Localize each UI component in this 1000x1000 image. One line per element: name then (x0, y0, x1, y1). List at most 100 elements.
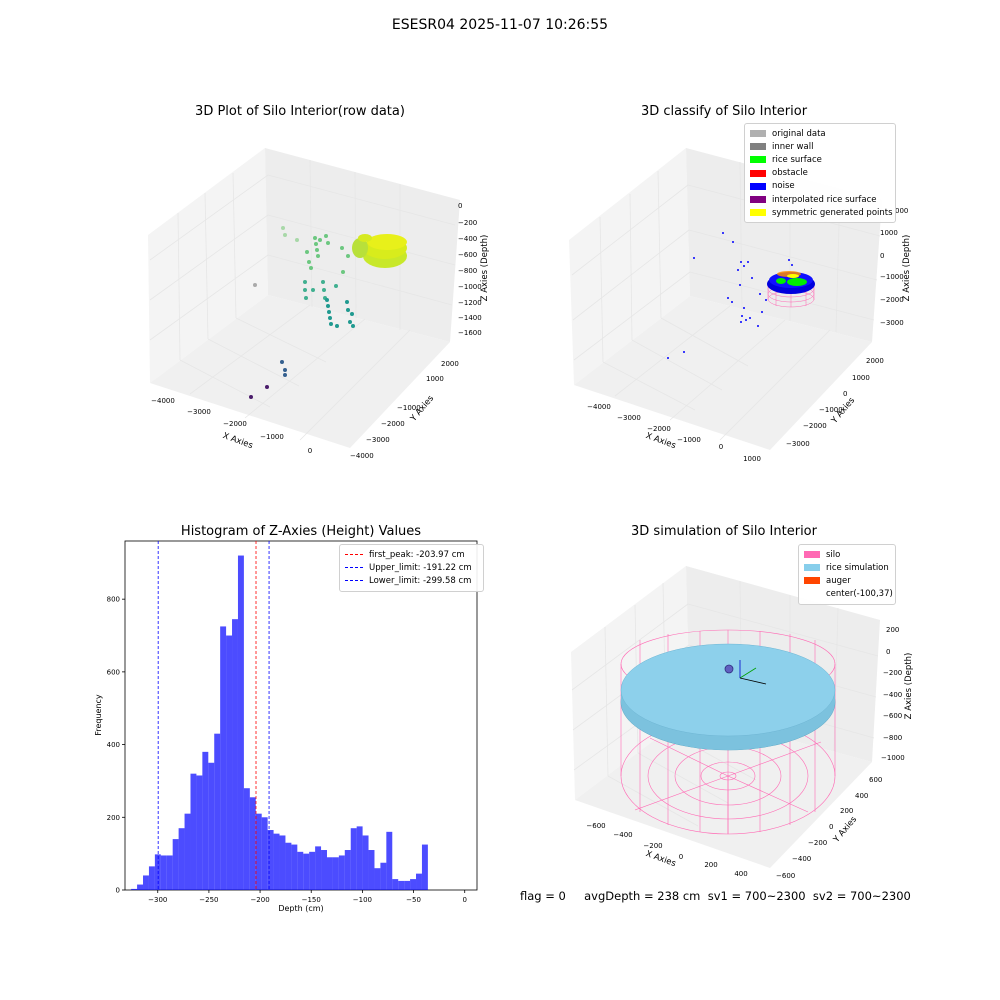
histogram-bar (374, 868, 381, 890)
raw-ytick: −1000 (397, 404, 421, 412)
simulation-ytick: −200 (808, 839, 827, 847)
legend-label: silo (826, 549, 841, 560)
simulation-legend: silo rice simulation auger center(-100,3… (798, 544, 896, 605)
simulation-ztick: 0 (886, 648, 890, 656)
histogram-bar (392, 879, 399, 890)
legend-entry: rice surface (750, 153, 890, 166)
legend-entry: Upper_limit: -191.22 cm (345, 561, 478, 574)
legend-swatch (804, 551, 820, 559)
simulation-zlabel: Z Axies (Depth) (904, 653, 914, 720)
histogram-bar (143, 875, 149, 890)
classify-ytick: −3000 (786, 440, 810, 448)
histogram-ytick-label: 400 (107, 741, 120, 749)
legend-swatch (750, 196, 766, 204)
classify-plot-title: 3D classify of Silo Interior (640, 104, 808, 119)
histogram-bar (208, 762, 215, 890)
histogram-bar (160, 855, 167, 890)
histogram-ylabel: Frequency (94, 694, 103, 736)
histogram-bar (137, 884, 144, 890)
histogram-legend: first_peak: -203.97 cm Upper_limit: -191… (339, 544, 484, 592)
classify-xlabel: X Axies (644, 431, 677, 451)
histogram-bar (184, 813, 191, 890)
classify-ytick: 0 (843, 390, 847, 398)
histogram-ytick-label: 0 (116, 887, 120, 895)
histogram-vlines (157, 541, 270, 890)
classify-rice-cluster (767, 271, 815, 294)
raw-xtick: 0 (308, 447, 312, 455)
simulation-ztick: −1000 (881, 754, 905, 762)
histogram-bar (321, 850, 327, 890)
histogram-bar (362, 835, 369, 890)
legend-swatch (804, 577, 820, 585)
legend-swatch (750, 169, 766, 177)
simulation-ytick: 400 (855, 792, 868, 800)
classify-ytick: −2000 (803, 422, 827, 430)
histogram-bar (154, 854, 161, 890)
simulation-ztick: −200 (883, 669, 902, 677)
classify-ylabel: Y Axies (829, 395, 857, 426)
classify-xtick: 1000 (743, 455, 761, 463)
histogram-bar (220, 626, 227, 890)
histogram-bar (291, 844, 298, 890)
histogram-bar (332, 857, 339, 890)
histogram-bar (178, 828, 185, 890)
histogram-bar (410, 879, 417, 890)
legend-swatch (750, 143, 766, 151)
histogram-xtick-label: 0 (462, 896, 466, 904)
simulation-auger-axes (724, 660, 767, 685)
histogram-bar (232, 619, 238, 890)
histogram-title: Histogram of Z-Axies (Height) Values (180, 524, 422, 539)
raw-xtick: −2000 (223, 420, 247, 428)
histogram-bar (261, 817, 268, 890)
histogram-bar (226, 635, 233, 890)
histogram-bar (243, 788, 250, 890)
legend-label: original data (772, 128, 826, 139)
legend-entry: rice simulation (804, 561, 890, 574)
simulation-ytick: −400 (792, 855, 811, 863)
histogram-bar (285, 842, 292, 890)
histogram-bar (297, 851, 304, 890)
raw-xtick: −4000 (151, 397, 175, 405)
histogram-bar (190, 773, 197, 890)
legend-entry: symmetric generated points (750, 206, 893, 219)
raw-ytick: −4000 (350, 452, 374, 460)
legend-label: noise (772, 181, 795, 192)
simulation-xlabel: X Axies (644, 849, 677, 869)
raw-xtick: −1000 (260, 433, 284, 441)
legend-swatch (804, 564, 820, 572)
histogram-xtick-label: −150 (302, 896, 321, 904)
raw-ztick: −400 (458, 235, 477, 243)
histogram-bar (166, 855, 173, 890)
simulation-plot-title: 3D simulation of Silo Interior (631, 524, 817, 539)
histogram-bar (404, 880, 411, 890)
classify-ztick: −3000 (880, 319, 904, 327)
histogram-bar (303, 853, 310, 890)
raw-ztick: −1600 (458, 329, 482, 337)
histogram-ytick-label: 800 (107, 596, 120, 604)
classify-ytick: 2000 (866, 357, 884, 365)
classify-ytick: −1000 (819, 406, 843, 414)
classify-xtick: −2000 (647, 425, 671, 433)
legend-label: obstacle (772, 168, 808, 179)
legend-label: rice surface (772, 154, 822, 165)
legend-swatch (750, 182, 766, 190)
classify-xtick: −4000 (587, 403, 611, 411)
simulation-ztick: −600 (883, 712, 902, 720)
simulation-silo (620, 629, 836, 835)
histogram-xtick-label: −50 (406, 896, 421, 904)
classify-ztick: −1000 (880, 273, 904, 281)
classify-ytick: 1000 (852, 374, 870, 382)
histogram-xtick-label: −250 (199, 896, 218, 904)
legend-entry: interpolated rice surface (750, 193, 890, 206)
raw-ztick: −1200 (458, 299, 482, 307)
legend-entry: obstacle (750, 167, 890, 180)
raw-ztick: −1400 (458, 314, 482, 322)
simulation-ytick: 0 (829, 823, 833, 831)
classify-ztick: 0 (880, 252, 884, 260)
legend-entry: center(-100,37) (804, 588, 893, 601)
legend-swatch (750, 209, 766, 217)
histogram-bar (350, 828, 357, 890)
raw-ytick: 1000 (426, 375, 444, 383)
histogram-bar (237, 555, 244, 890)
histogram-bar (172, 839, 179, 890)
